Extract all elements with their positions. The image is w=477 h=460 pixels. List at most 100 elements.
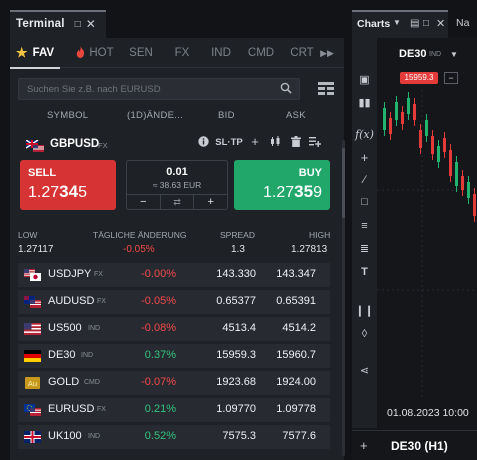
list-item[interactable]: USDJPY FX -0.00% 143.330 143.347 [18, 263, 330, 287]
maximize-icon[interactable]: □ [74, 18, 81, 30]
sell-button[interactable]: SELL 1.27345 [20, 160, 116, 210]
change-value: 0.37% [144, 349, 176, 361]
ask-value: 143.347 [276, 268, 316, 280]
channel-icon[interactable]: ≣ [359, 243, 370, 255]
instrument-symbol: GBPUSD [50, 138, 100, 150]
add-to-list-icon[interactable] [306, 136, 324, 150]
selected-instrument: GBPUSD FX SL·TP + [10, 134, 344, 158]
change-value: -0.05% [123, 244, 155, 255]
chart-type-icon[interactable]: ▣ [359, 74, 370, 86]
bar-chart-icon[interactable]: ▮▮ [358, 97, 371, 109]
price-tag[interactable]: 15959.3 [400, 72, 438, 84]
list-item[interactable]: UK100 IND 0.52% 7575.3 7577.6 [18, 425, 330, 449]
col-change[interactable]: (1D)ÄNDE... [127, 110, 184, 121]
buy-button[interactable]: BUY 1.27359 [234, 160, 330, 210]
tab-sen[interactable]: SEN [126, 38, 156, 68]
crosshair-icon[interactable]: + [360, 150, 369, 165]
search-icon[interactable] [280, 82, 292, 94]
tabs-scroll-right-icon[interactable]: ▶▶ [320, 47, 334, 58]
watchlist-scrollbar[interactable] [342, 140, 345, 456]
function-icon[interactable]: f(x) [355, 128, 374, 141]
sell-label: SELL [28, 167, 57, 179]
candle-body [437, 146, 440, 162]
fibonacci-icon[interactable]: ≡ [361, 220, 368, 232]
date-label: 01.08.2023 10:00 [387, 407, 469, 419]
candle-body [395, 102, 398, 120]
ruler-icon[interactable]: ❙❙ [355, 305, 374, 317]
list-view-icon[interactable] [318, 82, 334, 95]
rectangle-icon[interactable]: □ [361, 196, 368, 208]
chevron-down-icon[interactable]: ▼ [393, 18, 401, 27]
tab-label: FAV [32, 47, 55, 59]
close-icon[interactable]: ✕ [85, 17, 96, 31]
change-value: 0.52% [144, 430, 176, 442]
instrument-name: GOLD [48, 376, 80, 388]
fire-icon [76, 45, 85, 61]
col-bid[interactable]: BID [218, 110, 235, 121]
bid-value: 143.330 [216, 268, 256, 280]
add-chart-icon[interactable]: + [360, 438, 368, 453]
change-value: -0.07% [141, 376, 176, 388]
instrument-name: USDJPY [48, 268, 92, 280]
list-item[interactable]: DE30 IND 0.37% 15959.3 15960.7 [18, 344, 330, 368]
de-flag-icon [24, 350, 41, 362]
search-input[interactable] [18, 78, 300, 100]
list-item[interactable]: US500 IND -0.08% 4513.4 4514.2 [18, 317, 330, 341]
swap-icon[interactable]: ⇄ [159, 195, 194, 209]
instrument-type: FX [97, 298, 106, 305]
chart-symbol-type: IND [429, 51, 442, 58]
chart-symbol[interactable]: DE30 [399, 48, 427, 60]
tab-hot[interactable]: HOT [70, 38, 120, 68]
instrument-type: FX [97, 406, 106, 413]
trash-icon[interactable] [286, 136, 306, 150]
tab-fx[interactable]: FX [170, 38, 194, 68]
col-ask[interactable]: ASK [286, 110, 306, 121]
list-item[interactable]: EURUSD FX 0.21% 1.09770 1.09778 [18, 398, 330, 422]
bid-value: 4513.4 [222, 322, 256, 334]
candle-body [401, 112, 404, 124]
stats-headers: LOW TÄGLICHE ÄNDERUNG SPREAD HIGH [10, 230, 344, 242]
quantity-value[interactable]: 0.01 [166, 166, 188, 178]
candlestick-chart[interactable] [377, 90, 477, 400]
list-item[interactable]: AUDUSD FX -0.05% 0.65377 0.65391 [18, 290, 330, 314]
layers-icon[interactable]: ◊ [361, 328, 368, 340]
candle-body [425, 120, 428, 136]
tab-second[interactable]: Na [456, 17, 470, 29]
trendline-icon[interactable]: ∕ [363, 174, 366, 186]
ask-value: 1924.00 [276, 376, 316, 388]
instrument-name: EURUSD [48, 403, 95, 415]
chevron-down-icon[interactable]: ▼ [450, 50, 458, 59]
tab-label: CMD [247, 47, 275, 59]
instrument-type: IND [88, 433, 101, 440]
info-icon[interactable] [194, 136, 212, 150]
tab-cmd[interactable]: CMD [246, 38, 276, 68]
popout-icon[interactable]: ▤ [410, 18, 420, 29]
candles-icon[interactable] [264, 136, 286, 150]
buy-price: 1.27359 [263, 182, 322, 201]
tab-fav[interactable]: ★ FAV [10, 38, 60, 69]
charts-tab[interactable]: Charts ▼ ▤ □ ✕ [352, 10, 448, 38]
terminal-tab[interactable]: Terminal □ ✕ [10, 10, 106, 38]
decrease-quantity-button[interactable]: − [140, 196, 147, 208]
candle-body [389, 118, 392, 134]
sl-tp-button[interactable]: SL·TP [215, 137, 243, 148]
collapse-button[interactable]: − [444, 72, 458, 84]
high-value: 1.27813 [291, 244, 328, 255]
tab-crt[interactable]: CRT [288, 38, 316, 68]
buy-label: BUY [298, 167, 322, 179]
quantity-eur-value: ≈ 38.63 EUR [152, 180, 202, 190]
tab-ind[interactable]: IND [208, 38, 234, 68]
share-icon[interactable]: ⋖ [359, 365, 370, 377]
candle-body [431, 136, 434, 154]
close-icon[interactable]: ✕ [436, 18, 446, 30]
increase-quantity-button[interactable]: + [193, 195, 227, 209]
col-symbol[interactable]: SYMBOL [47, 110, 89, 121]
add-icon[interactable]: + [251, 134, 259, 149]
scrollbar-thumb[interactable] [342, 148, 345, 218]
maximize-icon[interactable]: □ [423, 18, 430, 29]
candle-body [449, 150, 452, 176]
instrument-type: CMD [84, 379, 100, 386]
text-icon[interactable]: T [361, 266, 368, 278]
list-item[interactable]: Au GOLD CMD -0.07% 1923.68 1924.00 [18, 371, 330, 395]
bid-value: 0.65377 [216, 295, 256, 307]
